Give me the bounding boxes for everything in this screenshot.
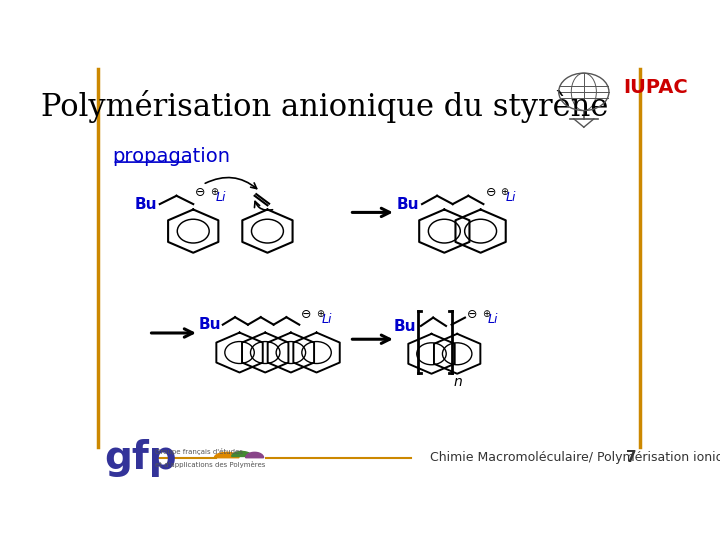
Text: IUPAC: IUPAC bbox=[623, 78, 688, 97]
Text: ⊖: ⊖ bbox=[301, 308, 312, 321]
Text: Li: Li bbox=[321, 313, 332, 326]
Text: Bu: Bu bbox=[394, 319, 416, 334]
Text: Groupe français d'études: Groupe français d'études bbox=[156, 448, 243, 455]
Text: ⊖: ⊖ bbox=[467, 308, 477, 321]
Text: Li: Li bbox=[505, 191, 516, 204]
Polygon shape bbox=[232, 451, 252, 456]
Text: ⊖: ⊖ bbox=[194, 186, 205, 199]
Text: Li: Li bbox=[487, 313, 498, 326]
Text: ⊕: ⊕ bbox=[500, 187, 508, 198]
Text: Bu: Bu bbox=[135, 197, 157, 212]
Text: gfp: gfp bbox=[104, 438, 176, 477]
Text: 7: 7 bbox=[626, 450, 636, 465]
Text: ⊕: ⊕ bbox=[316, 309, 324, 319]
Text: Polymérisation anionique du styrène: Polymérisation anionique du styrène bbox=[40, 90, 608, 123]
Text: ⊕: ⊕ bbox=[482, 309, 490, 319]
Text: Bu: Bu bbox=[199, 317, 221, 332]
Text: Bu: Bu bbox=[397, 197, 419, 212]
Polygon shape bbox=[246, 453, 264, 458]
Text: ⊖: ⊖ bbox=[485, 186, 496, 199]
Polygon shape bbox=[215, 453, 239, 458]
Text: n: n bbox=[454, 375, 462, 389]
Text: Chimie Macromoléculaire/ Polymérisation ionique: Chimie Macromoléculaire/ Polymérisation … bbox=[431, 451, 720, 464]
Text: ⊕: ⊕ bbox=[210, 187, 218, 198]
Text: et d'applications des Polymères: et d'applications des Polymères bbox=[156, 461, 266, 468]
Text: Li: Li bbox=[215, 191, 226, 204]
Text: propagation: propagation bbox=[112, 147, 230, 166]
